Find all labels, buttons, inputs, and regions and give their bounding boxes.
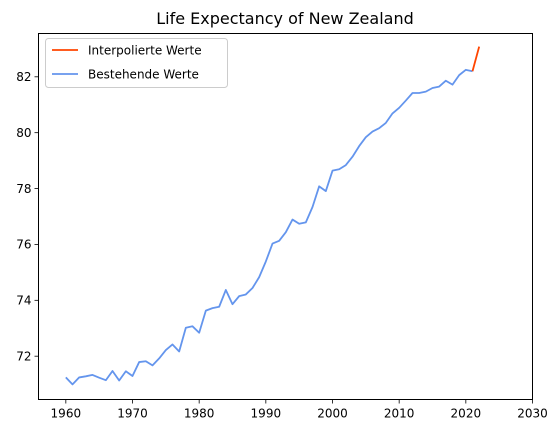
legend-label-bestehende-werte: Bestehende Werte: [88, 68, 199, 82]
x-tick-label: 1960: [51, 407, 82, 421]
y-tick-label: 80: [16, 126, 31, 140]
y-tick-label: 82: [16, 70, 31, 84]
y-tick-label: 74: [16, 294, 31, 308]
x-tick-label: 2030: [517, 407, 548, 421]
y-tick-label: 78: [16, 182, 31, 196]
legend-label-interpolierte-werte: Interpolierte Werte: [88, 44, 202, 58]
x-tick-label: 2020: [451, 407, 482, 421]
x-tick-label: 1970: [117, 407, 148, 421]
legend: Interpolierte Werte Bestehende Werte: [46, 39, 228, 88]
chart-title: Life Expectancy of New Zealand: [156, 9, 414, 28]
x-tick-label: 1990: [251, 407, 282, 421]
x-tick-label: 1980: [184, 407, 215, 421]
y-tick-label: 76: [16, 238, 31, 252]
x-tick-label: 2010: [384, 407, 415, 421]
x-tick-label: 2000: [317, 407, 348, 421]
y-tick-label: 72: [16, 349, 31, 363]
